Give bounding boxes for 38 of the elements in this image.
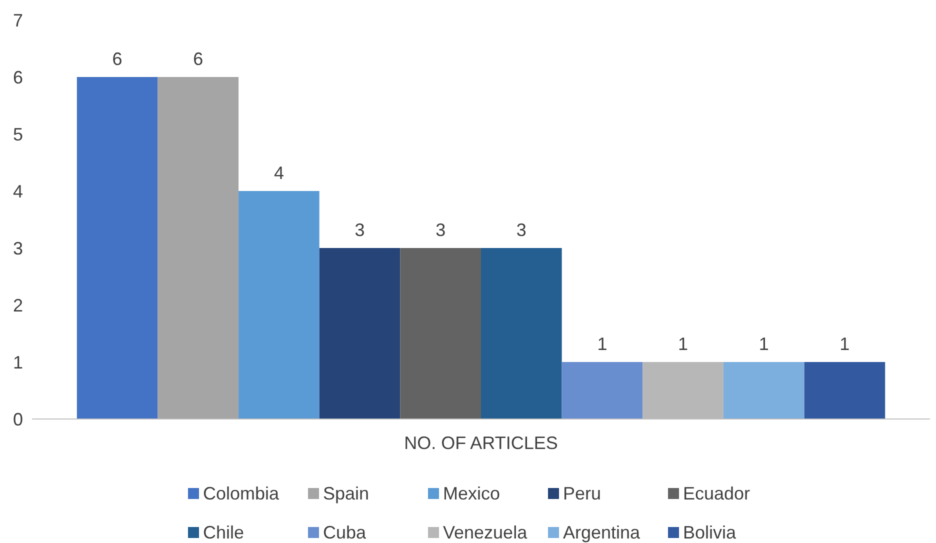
bar bbox=[238, 191, 320, 419]
data-label: 3 bbox=[354, 220, 365, 240]
bar bbox=[804, 362, 886, 419]
legend-label: Venezuela bbox=[443, 522, 528, 542]
bar bbox=[76, 77, 158, 419]
y-tick-label: 3 bbox=[12, 238, 24, 258]
bar bbox=[400, 248, 481, 419]
x-tick-label: NO. OF ARTICLES bbox=[404, 433, 558, 453]
y-tick-label: 5 bbox=[12, 124, 24, 144]
legend-label: Peru bbox=[563, 483, 602, 504]
legend-label: Colombia bbox=[203, 483, 280, 504]
data-label: 3 bbox=[436, 220, 446, 240]
bar bbox=[723, 362, 804, 419]
y-tick-label: 0 bbox=[12, 409, 24, 430]
y-tick-label: 2 bbox=[12, 295, 24, 316]
legend-label: Mexico bbox=[443, 483, 500, 504]
data-label: 1 bbox=[840, 334, 850, 354]
data-label: 6 bbox=[193, 49, 204, 69]
y-tick-label: 7 bbox=[12, 10, 24, 30]
data-label: 6 bbox=[112, 49, 122, 69]
bar bbox=[481, 248, 562, 419]
y-tick-label: 6 bbox=[12, 67, 24, 88]
y-tick-label: 4 bbox=[12, 181, 24, 202]
y-tick-label: 1 bbox=[12, 352, 24, 372]
data-label: 1 bbox=[678, 334, 688, 354]
data-label: 3 bbox=[516, 220, 526, 240]
legend-label: Spain bbox=[323, 483, 370, 504]
legend-label: Ecuador bbox=[683, 483, 750, 504]
data-label: 1 bbox=[758, 334, 769, 354]
bar bbox=[319, 248, 400, 419]
data-label: 4 bbox=[274, 163, 284, 183]
legend-label: Chile bbox=[203, 522, 244, 542]
legend-label: Bolivia bbox=[683, 522, 738, 542]
bar bbox=[158, 77, 239, 419]
legend-label: Argentina bbox=[563, 522, 642, 542]
data-label: 1 bbox=[597, 334, 608, 354]
bar bbox=[562, 362, 643, 419]
legend-label: Cuba bbox=[323, 522, 368, 542]
